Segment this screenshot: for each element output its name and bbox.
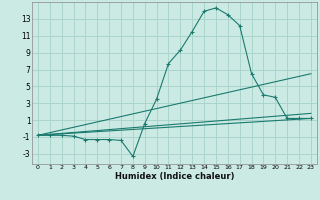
X-axis label: Humidex (Indice chaleur): Humidex (Indice chaleur) [115, 172, 234, 181]
